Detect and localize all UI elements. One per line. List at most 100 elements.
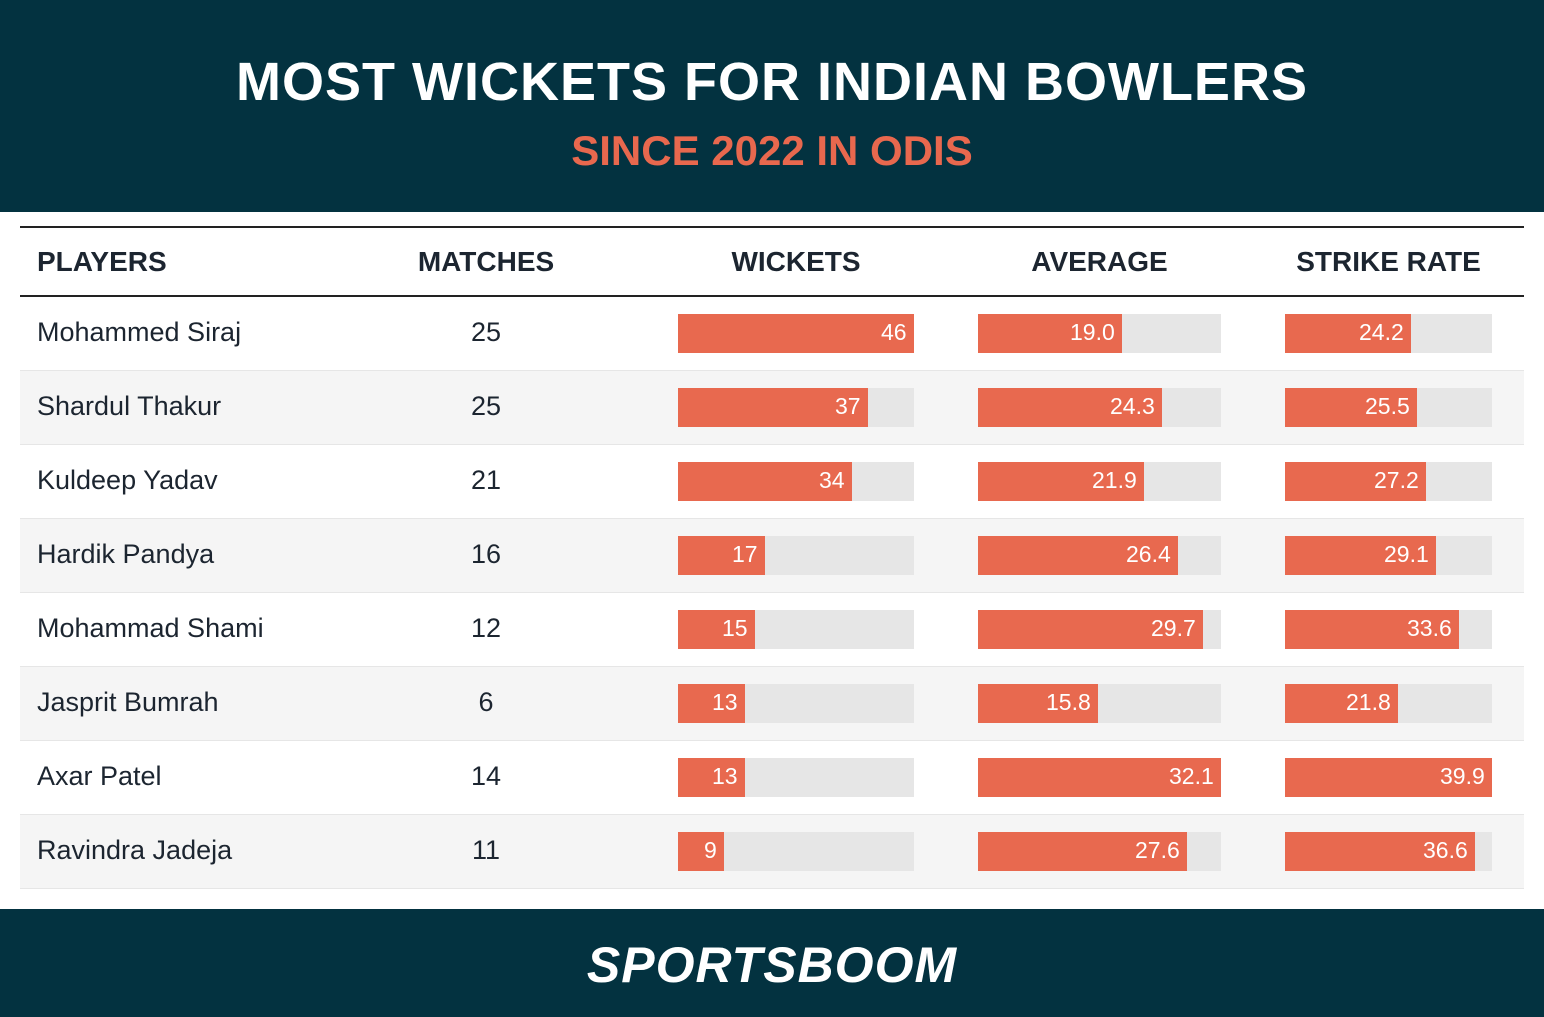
average-bar [978, 462, 1144, 501]
player-name: Mohammed Siraj [37, 317, 242, 347]
header-banner: MOST WICKETS FOR INDIAN BOWLERS SINCE 20… [0, 0, 1544, 212]
strike-rate-bar [1285, 758, 1492, 797]
average-bar-track: 27.6 [978, 832, 1221, 871]
table-row: Jasprit Bumrah 6 13 15.8 21.8 [20, 667, 1524, 741]
wickets-bar [678, 462, 852, 501]
wickets-value-label: 34 [819, 467, 845, 493]
wickets-bar [678, 388, 868, 427]
column-header-matches: MATCHES [417, 246, 555, 277]
strike-rate-bar [1285, 684, 1398, 723]
table-row: Mohammad Shami 12 15 29.7 33.6 [20, 593, 1524, 667]
wickets-bar-track: 37 [678, 388, 914, 427]
wickets-bar [678, 314, 914, 353]
strike-rate-value-label: 33.6 [1407, 615, 1452, 641]
strike-rate-value-label: 39.9 [1440, 763, 1485, 789]
average-bar-track: 32.1 [978, 758, 1221, 797]
wickets-bar-track: 17 [678, 536, 914, 575]
strike-rate-bar [1285, 536, 1436, 575]
wickets-value-label: 37 [835, 393, 861, 419]
wickets-bar [678, 610, 755, 649]
average-bar [978, 684, 1098, 723]
strike-rate-bar-track: 21.8 [1285, 684, 1492, 723]
wickets-bar [678, 684, 745, 723]
wickets-value-label: 17 [732, 541, 758, 567]
table-row: Hardik Pandya 16 17 26.4 29.1 [20, 519, 1524, 593]
table-row: Axar Patel 14 13 32.1 39.9 [20, 741, 1524, 815]
wickets-bar-track: 13 [678, 684, 914, 723]
matches-value: 12 [470, 613, 502, 643]
strike-rate-bar-track: 39.9 [1285, 758, 1492, 797]
average-value-label: 21.9 [1092, 467, 1137, 493]
wickets-bar [678, 536, 765, 575]
strike-rate-bar [1285, 462, 1426, 501]
strike-rate-bar-track: 29.1 [1285, 536, 1492, 575]
strike-rate-value-label: 24.2 [1359, 319, 1404, 345]
player-name: Axar Patel [37, 761, 162, 791]
player-name: Kuldeep Yadav [37, 465, 218, 495]
strike-rate-bar [1285, 832, 1475, 871]
table-row: Kuldeep Yadav 21 34 21.9 27.2 [20, 445, 1524, 519]
average-value-label: 24.3 [1110, 393, 1155, 419]
table-header-rule [20, 295, 1524, 297]
table-row: Shardul Thakur 25 37 24.3 25.5 [20, 371, 1524, 445]
average-bar [978, 610, 1203, 649]
average-bar-track: 21.9 [978, 462, 1221, 501]
matches-value: 6 [478, 687, 494, 717]
player-name: Shardul Thakur [37, 391, 222, 421]
average-bar-track: 15.8 [978, 684, 1221, 723]
table-row: Mohammed Siraj 25 46 19.0 24.2 [20, 297, 1524, 371]
chart-title: MOST WICKETS FOR INDIAN BOWLERS [236, 52, 1308, 112]
player-name: Mohammad Shami [37, 613, 264, 643]
wickets-bar-track: 15 [678, 610, 914, 649]
strike-rate-bar [1285, 610, 1459, 649]
strike-rate-value-label: 21.8 [1346, 689, 1391, 715]
chart-subtitle: SINCE 2022 IN ODIS [571, 127, 973, 174]
table-header-row: PLAYERS MATCHES WICKETS AVERAGE STRIKE R… [20, 228, 1524, 296]
average-value-label: 27.6 [1135, 837, 1180, 863]
sportsboom-logo: SPORTSBOOM [586, 937, 958, 993]
average-bar [978, 314, 1122, 353]
column-header-strike-rate: STRIKE RATE [1296, 246, 1481, 277]
strike-rate-value-label: 36.6 [1423, 837, 1468, 863]
wickets-bar [678, 832, 724, 871]
table-row: Ravindra Jadeja 11 9 27.6 36.6 [20, 815, 1524, 889]
average-value-label: 19.0 [1070, 319, 1115, 345]
footer-banner: SPORTSBOOM [0, 909, 1544, 1017]
strike-rate-bar [1285, 388, 1417, 427]
average-bar-track: 19.0 [978, 314, 1221, 353]
average-bar-track: 26.4 [978, 536, 1221, 575]
wickets-value-label: 46 [881, 319, 907, 345]
wickets-value-label: 15 [722, 615, 748, 641]
average-value-label: 29.7 [1151, 615, 1196, 641]
strike-rate-bar-track: 24.2 [1285, 314, 1492, 353]
column-header-wickets: WICKETS [731, 246, 861, 277]
strike-rate-bar-track: 27.2 [1285, 462, 1492, 501]
matches-value: 14 [470, 761, 502, 791]
strike-rate-value-label: 27.2 [1374, 467, 1419, 493]
matches-value: 21 [470, 465, 502, 495]
average-bar [978, 536, 1178, 575]
average-bar-track: 29.7 [978, 610, 1221, 649]
average-value-label: 32.1 [1169, 763, 1214, 789]
player-name: Ravindra Jadeja [37, 835, 233, 865]
column-header-players: PLAYERS [37, 246, 167, 277]
wickets-bar-track: 46 [678, 314, 914, 353]
wickets-value-label: 13 [712, 689, 738, 715]
player-name: Jasprit Bumrah [37, 687, 219, 717]
matches-value: 16 [470, 539, 502, 569]
wickets-value-label: 13 [712, 763, 738, 789]
matches-value: 25 [470, 317, 502, 347]
strike-rate-value-label: 25.5 [1365, 393, 1410, 419]
average-bar [978, 832, 1187, 871]
strike-rate-value-label: 29.1 [1384, 541, 1429, 567]
column-header-average: AVERAGE [1031, 246, 1168, 277]
matches-value: 25 [470, 391, 502, 421]
strike-rate-bar-track: 36.6 [1285, 832, 1492, 871]
wickets-value-label: 9 [704, 837, 717, 863]
average-bar [978, 758, 1221, 797]
wickets-bar [678, 758, 745, 797]
matches-value: 11 [471, 835, 501, 865]
strike-rate-bar-track: 33.6 [1285, 610, 1492, 649]
strike-rate-bar [1285, 314, 1411, 353]
average-bar [978, 388, 1162, 427]
